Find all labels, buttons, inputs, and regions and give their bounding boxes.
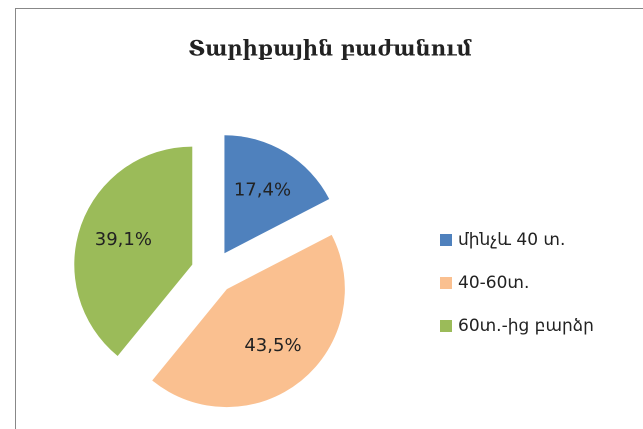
legend-swatch [440, 234, 452, 246]
data-label: 39,1% [95, 229, 152, 250]
legend-swatch [440, 320, 452, 332]
chart-title: Տարիքային բաժանում [188, 36, 472, 61]
legend-label: 60տ.-ից բարձր [458, 316, 594, 336]
pie-slice [74, 146, 193, 357]
legend-swatch [440, 277, 452, 289]
legend-label: 40-60տ. [458, 273, 529, 293]
legend-label: մինչև 40 տ. [458, 230, 565, 250]
data-label: 43,5% [244, 335, 301, 356]
pie-slice [152, 234, 345, 408]
pie-slice [224, 135, 330, 254]
data-label: 17,4% [234, 180, 291, 201]
